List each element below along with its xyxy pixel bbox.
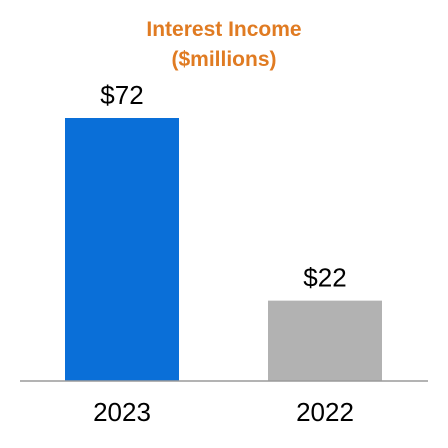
data-label-2022: $22	[303, 263, 346, 293]
data-label-2023: $72	[100, 80, 143, 110]
bars-group	[65, 118, 382, 381]
bar-2022	[268, 300, 382, 381]
bar-2023	[65, 118, 179, 381]
chart-subtitle: ($millions)	[171, 48, 276, 71]
chart-title: Interest Income	[146, 18, 301, 41]
x-tick-label-2022: 2022	[296, 397, 354, 427]
x-tick-label-2023: 2023	[93, 397, 151, 427]
